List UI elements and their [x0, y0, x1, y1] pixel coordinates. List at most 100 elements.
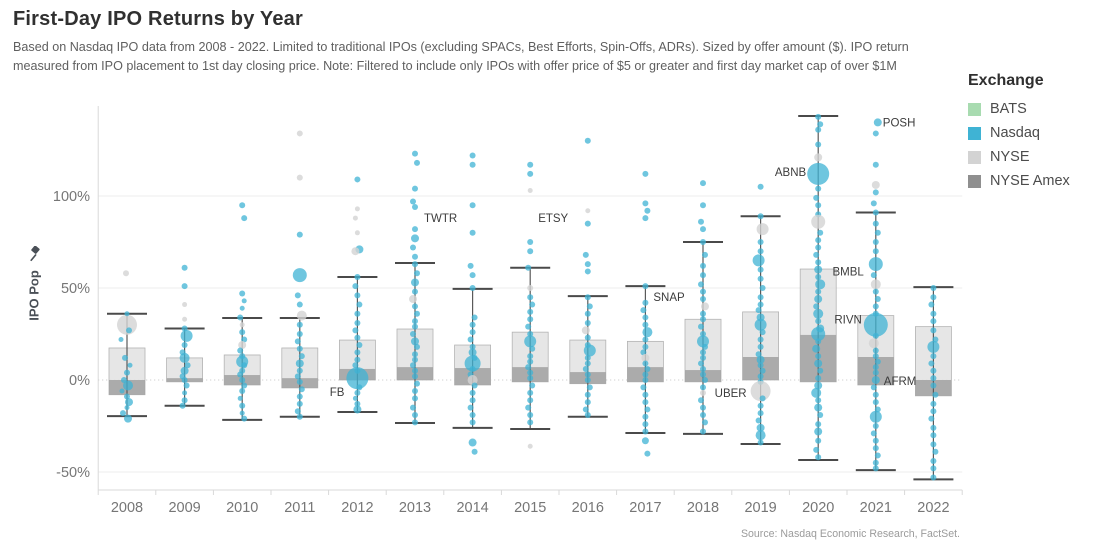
ipo-data-point[interactable]: [757, 294, 764, 301]
ipo-data-point[interactable]: [815, 421, 822, 428]
ipo-data-point[interactable]: [294, 408, 301, 415]
ipo-data-point[interactable]: [124, 405, 130, 411]
ipo-data-point[interactable]: [529, 382, 536, 389]
ipo-data-point[interactable]: [757, 402, 764, 409]
ipo-data-point[interactable]: [124, 414, 132, 423]
ipo-data-point[interactable]: [412, 367, 418, 374]
ipo-data-point[interactable]: [467, 336, 474, 343]
ipo-data-point[interactable]: [122, 354, 128, 361]
ipo-data-point[interactable]: [468, 438, 477, 447]
ipo-data-point[interactable]: [932, 448, 939, 455]
ipo-data-point[interactable]: [412, 226, 418, 233]
ipo-data-point[interactable]: [815, 397, 822, 404]
ipo-data-point[interactable]: [814, 403, 823, 412]
ipo-data-point[interactable]: [354, 292, 361, 299]
ipo-data-point[interactable]: [872, 248, 879, 255]
ipo-data-point[interactable]: [412, 356, 418, 363]
ipo-data-point[interactable]: [813, 308, 824, 319]
legend-item-nasdaq[interactable]: Nasdaq: [968, 121, 1070, 145]
ipo-data-point[interactable]: [241, 336, 248, 343]
ipo-data-point[interactable]: [930, 441, 937, 448]
ipo-data-point[interactable]: [241, 415, 248, 422]
ipo-data-point[interactable]: [872, 399, 879, 406]
ipo-data-point[interactable]: [757, 275, 764, 282]
ipo-data-point[interactable]: [126, 327, 132, 334]
ipo-data-point[interactable]: [644, 450, 651, 457]
ipo-data-point[interactable]: [353, 405, 362, 414]
ipo-data-point[interactable]: [412, 373, 418, 380]
ipo-data-point[interactable]: [182, 390, 188, 396]
ipo-data-point[interactable]: [180, 329, 193, 342]
ipo-data-point[interactable]: [700, 226, 706, 233]
ipo-data-point[interactable]: [815, 237, 822, 244]
ipo-data-point[interactable]: [642, 170, 649, 177]
ipo-data-point[interactable]: [584, 391, 591, 398]
ipo-data-point[interactable]: [872, 239, 879, 245]
ipo-data-point[interactable]: [642, 371, 649, 378]
ipo-data-point[interactable]: [296, 301, 303, 308]
ipo-data-point[interactable]: [412, 303, 418, 310]
ipo-data-point[interactable]: [756, 423, 765, 432]
ipo-data-point[interactable]: [930, 382, 937, 389]
ipo-data-point[interactable]: [294, 338, 301, 345]
ipo-data-point[interactable]: [872, 220, 879, 227]
ipo-data-point[interactable]: [641, 437, 649, 445]
ipo-data-point[interactable]: [863, 312, 888, 337]
ipo-data-point[interactable]: [241, 382, 248, 389]
ipo-data-point[interactable]: [524, 335, 537, 348]
ipo-data-point[interactable]: [872, 369, 879, 376]
ipo-data-point[interactable]: [469, 272, 476, 279]
ipo-data-point[interactable]: [584, 334, 591, 341]
ipo-data-point[interactable]: [757, 266, 764, 273]
ipo-data-point[interactable]: [410, 362, 416, 369]
ipo-data-point[interactable]: [181, 377, 188, 383]
ipo-data-point[interactable]: [412, 411, 418, 418]
ipo-data-point[interactable]: [700, 389, 706, 396]
ipo-data-point[interactable]: [469, 229, 476, 236]
ipo-data-point[interactable]: [870, 200, 877, 207]
ipo-data-point[interactable]: [868, 257, 883, 272]
ipo-data-point[interactable]: [412, 318, 418, 325]
ipo-data-point[interactable]: [123, 380, 133, 391]
ipo-data-point[interactable]: [527, 389, 534, 396]
ipo-data-point[interactable]: [642, 200, 649, 207]
ipo-data-point[interactable]: [814, 427, 823, 436]
ipo-data-point[interactable]: [181, 283, 188, 290]
ipo-data-point[interactable]: [815, 338, 822, 345]
ipo-data-point[interactable]: [755, 307, 762, 314]
ipo-data-point[interactable]: [817, 229, 824, 236]
ipo-data-point[interactable]: [698, 397, 704, 404]
ipo-data-point[interactable]: [814, 295, 823, 304]
ipo-data-point[interactable]: [239, 377, 246, 383]
ipo-data-point[interactable]: [239, 322, 245, 328]
ipo-data-point[interactable]: [870, 384, 877, 391]
ipo-data-point[interactable]: [182, 316, 188, 322]
ipo-data-point[interactable]: [815, 288, 822, 295]
ipo-data-point[interactable]: [351, 247, 360, 256]
ipo-data-point[interactable]: [759, 367, 766, 374]
ipo-data-point[interactable]: [298, 386, 305, 393]
ipo-data-point[interactable]: [928, 360, 935, 367]
ipo-data-point[interactable]: [871, 376, 880, 384]
ipo-data-point[interactable]: [757, 410, 764, 417]
ipo-data-point[interactable]: [642, 314, 649, 321]
ipo-data-point[interactable]: [296, 321, 303, 328]
ipo-data-point[interactable]: [469, 321, 476, 328]
ipo-data-point[interactable]: [410, 331, 416, 337]
ipo-data-point[interactable]: [700, 239, 706, 245]
ipo-data-point[interactable]: [410, 404, 416, 411]
ipo-data-point[interactable]: [467, 262, 474, 269]
ipo-data-point[interactable]: [527, 331, 534, 337]
ipo-data-point[interactable]: [700, 384, 706, 391]
ipo-data-point[interactable]: [469, 285, 476, 291]
ipo-data-point[interactable]: [930, 432, 937, 439]
ipo-data-point[interactable]: [584, 137, 591, 144]
ipo-data-point[interactable]: [815, 279, 826, 290]
ipo-data-point[interactable]: [873, 118, 882, 127]
ipo-data-point[interactable]: [700, 202, 706, 209]
ipo-data-point[interactable]: [529, 301, 536, 308]
ipo-data-point[interactable]: [814, 359, 823, 368]
ipo-data-point[interactable]: [872, 209, 879, 216]
ipo-data-point[interactable]: [817, 367, 824, 374]
ipo-data-point[interactable]: [412, 204, 418, 211]
